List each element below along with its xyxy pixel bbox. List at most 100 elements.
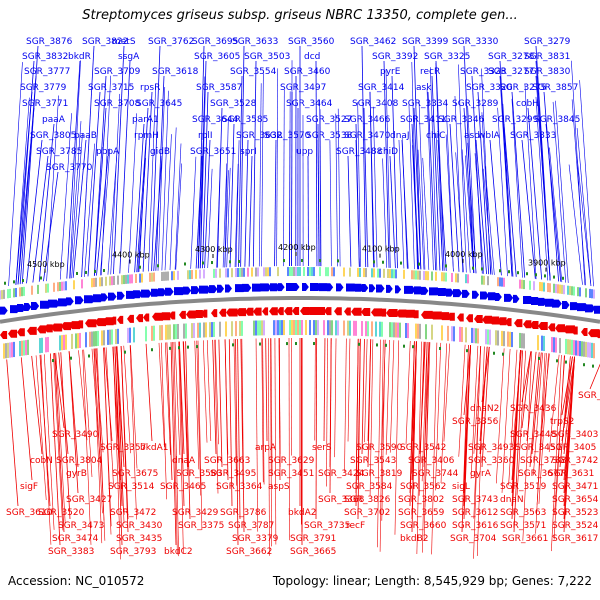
forward-leader-line	[119, 60, 131, 274]
reverse-gene-label: SGR_3436	[510, 404, 557, 414]
forward-gene-label: SGR_3605	[194, 52, 240, 62]
forward-leader-line	[524, 83, 537, 280]
reverse-gene-label: SGR_3474	[52, 534, 99, 544]
forward-leader-line	[552, 101, 567, 283]
forward-leader-line	[430, 67, 438, 271]
reverse-leader-line	[54, 352, 65, 533]
forward-leader-line	[535, 96, 549, 281]
reverse-gene-label: SGR_3472	[110, 508, 156, 518]
forward-gene-label: SGR_3330	[452, 37, 499, 47]
forward-gene-label: pyrE	[380, 67, 401, 77]
reverse-gene-label: SGR_3495	[210, 469, 256, 479]
forward-gene-label: SGR_3651	[190, 147, 236, 157]
forward-gene-label: dnaJ	[390, 131, 410, 141]
reverse-leader-line	[183, 341, 189, 468]
reverse-gene-label: SGR_3819	[356, 469, 403, 479]
reverse-gene-label: SGR_3788	[520, 456, 567, 466]
reverse-leader-line	[435, 342, 442, 491]
reverse-leader-line	[104, 347, 113, 442]
reverse-leader-line	[521, 351, 532, 403]
forward-leader-line	[535, 75, 551, 281]
forward-leader-line	[467, 142, 477, 274]
reverse-leader-line	[481, 346, 490, 468]
forward-gene-label: SGR_3830	[524, 67, 571, 77]
reverse-leader-line	[215, 339, 219, 445]
reverse-leader-line	[224, 339, 229, 455]
forward-leader-line	[391, 75, 398, 269]
forward-gene-label: rplI	[198, 131, 213, 141]
reverse-gene-label: SGR_3471	[552, 482, 598, 492]
reverse-gene-leader-lines	[6, 338, 600, 560]
reverse-leader-line	[270, 338, 273, 474]
forward-gene-label: SGR_3560	[288, 37, 335, 47]
forward-leader-line	[222, 163, 228, 268]
forward-leader-line	[373, 106, 378, 268]
reverse-gene-label: SGR_3660	[400, 521, 447, 531]
reverse-leader-line	[218, 339, 223, 468]
reverse-gene-label: SGR_3743	[452, 495, 498, 505]
forward-leader-line	[426, 88, 434, 271]
reverse-leader-line	[82, 349, 92, 545]
reverse-leader-line	[60, 352, 71, 520]
forward-gene-label: rpmH	[134, 131, 159, 141]
reverse-gene-label: bkdA2	[288, 508, 317, 518]
reverse-gene-label: SGR_3406	[408, 456, 455, 466]
reverse-gene-label: SGR_3357	[100, 443, 146, 453]
forward-leader-line	[482, 168, 493, 275]
reverse-gene-label: SGR_3375	[178, 521, 224, 531]
bottom-feature-strip	[3, 320, 595, 359]
reverse-gene-label: SGR_3524	[552, 521, 599, 531]
forward-gene-label: SGR_3715	[88, 83, 134, 93]
forward-leader-line	[412, 145, 419, 270]
forward-gene-label: SGR_3275	[500, 83, 546, 93]
forward-gene-label: chiC	[426, 131, 445, 141]
reverse-leader-line	[516, 350, 527, 496]
forward-leader-line	[148, 86, 156, 272]
kbp-tick-label: 4100 kbp	[362, 245, 400, 254]
reverse-leader-line	[559, 356, 571, 468]
forward-gene-label: SGR_3585	[222, 115, 268, 125]
reverse-leader-line	[470, 345, 479, 479]
reverse-leader-line	[381, 339, 386, 446]
reverse-gene-label: SGR_3427	[66, 495, 112, 505]
forward-leader-line	[169, 127, 177, 270]
forward-gene-label: SGR_3470	[344, 131, 391, 141]
reverse-leader-line	[357, 338, 361, 520]
reverse-gene-label: SGR_3450	[515, 443, 562, 453]
forward-leader-line	[329, 140, 332, 267]
reverse-leader-line	[116, 346, 124, 513]
forward-leader-line	[195, 155, 203, 269]
forward-gene-label: SGR_3462	[350, 37, 396, 47]
reverse-leader-line	[512, 350, 522, 445]
reverse-leader-line	[267, 338, 270, 556]
reverse-gene-label: SGR_3612	[452, 508, 498, 518]
reverse-leader-line	[422, 342, 428, 553]
reverse-gene-label: SGR_3542	[400, 443, 446, 453]
forward-leader-line	[465, 155, 474, 274]
reverse-strand-genes	[0, 307, 600, 339]
reverse-gene-label: SGR_3563	[500, 508, 546, 518]
reverse-leader-line	[554, 355, 566, 515]
forward-leader-line	[435, 62, 443, 271]
forward-gene-label: SGR_3334	[402, 99, 449, 109]
reverse-gene-label: SGR_3786	[220, 508, 267, 518]
forward-gene-label: SGR_3777	[24, 67, 70, 77]
reverse-gene-label: SGR_3617	[552, 534, 598, 544]
reverse-leader-line	[212, 339, 217, 455]
forward-leader-line	[113, 45, 125, 275]
reverse-leader-line	[377, 339, 381, 548]
forward-leader-line	[38, 123, 55, 282]
reverse-gene-labels: SGR_3343 dnaN2 SGR_3436 SGR_3356 trpS2 SGR_34…	[6, 391, 600, 557]
forward-leader-line	[449, 123, 460, 272]
forward-leader-line	[382, 158, 388, 268]
reverse-leader-line	[114, 346, 123, 546]
forward-gene-label: SGR_3411	[400, 115, 446, 125]
reverse-gene-label: SGR_3583	[176, 469, 222, 479]
forward-leader-line	[283, 89, 285, 267]
genome-title: Streptomyces griseus subsp. griseus NBRC…	[82, 8, 518, 23]
reverse-leader-line	[164, 342, 171, 455]
forward-leader-line	[174, 143, 182, 270]
reverse-leader-line	[172, 342, 178, 555]
forward-gene-label: SGR_3845	[534, 115, 580, 125]
